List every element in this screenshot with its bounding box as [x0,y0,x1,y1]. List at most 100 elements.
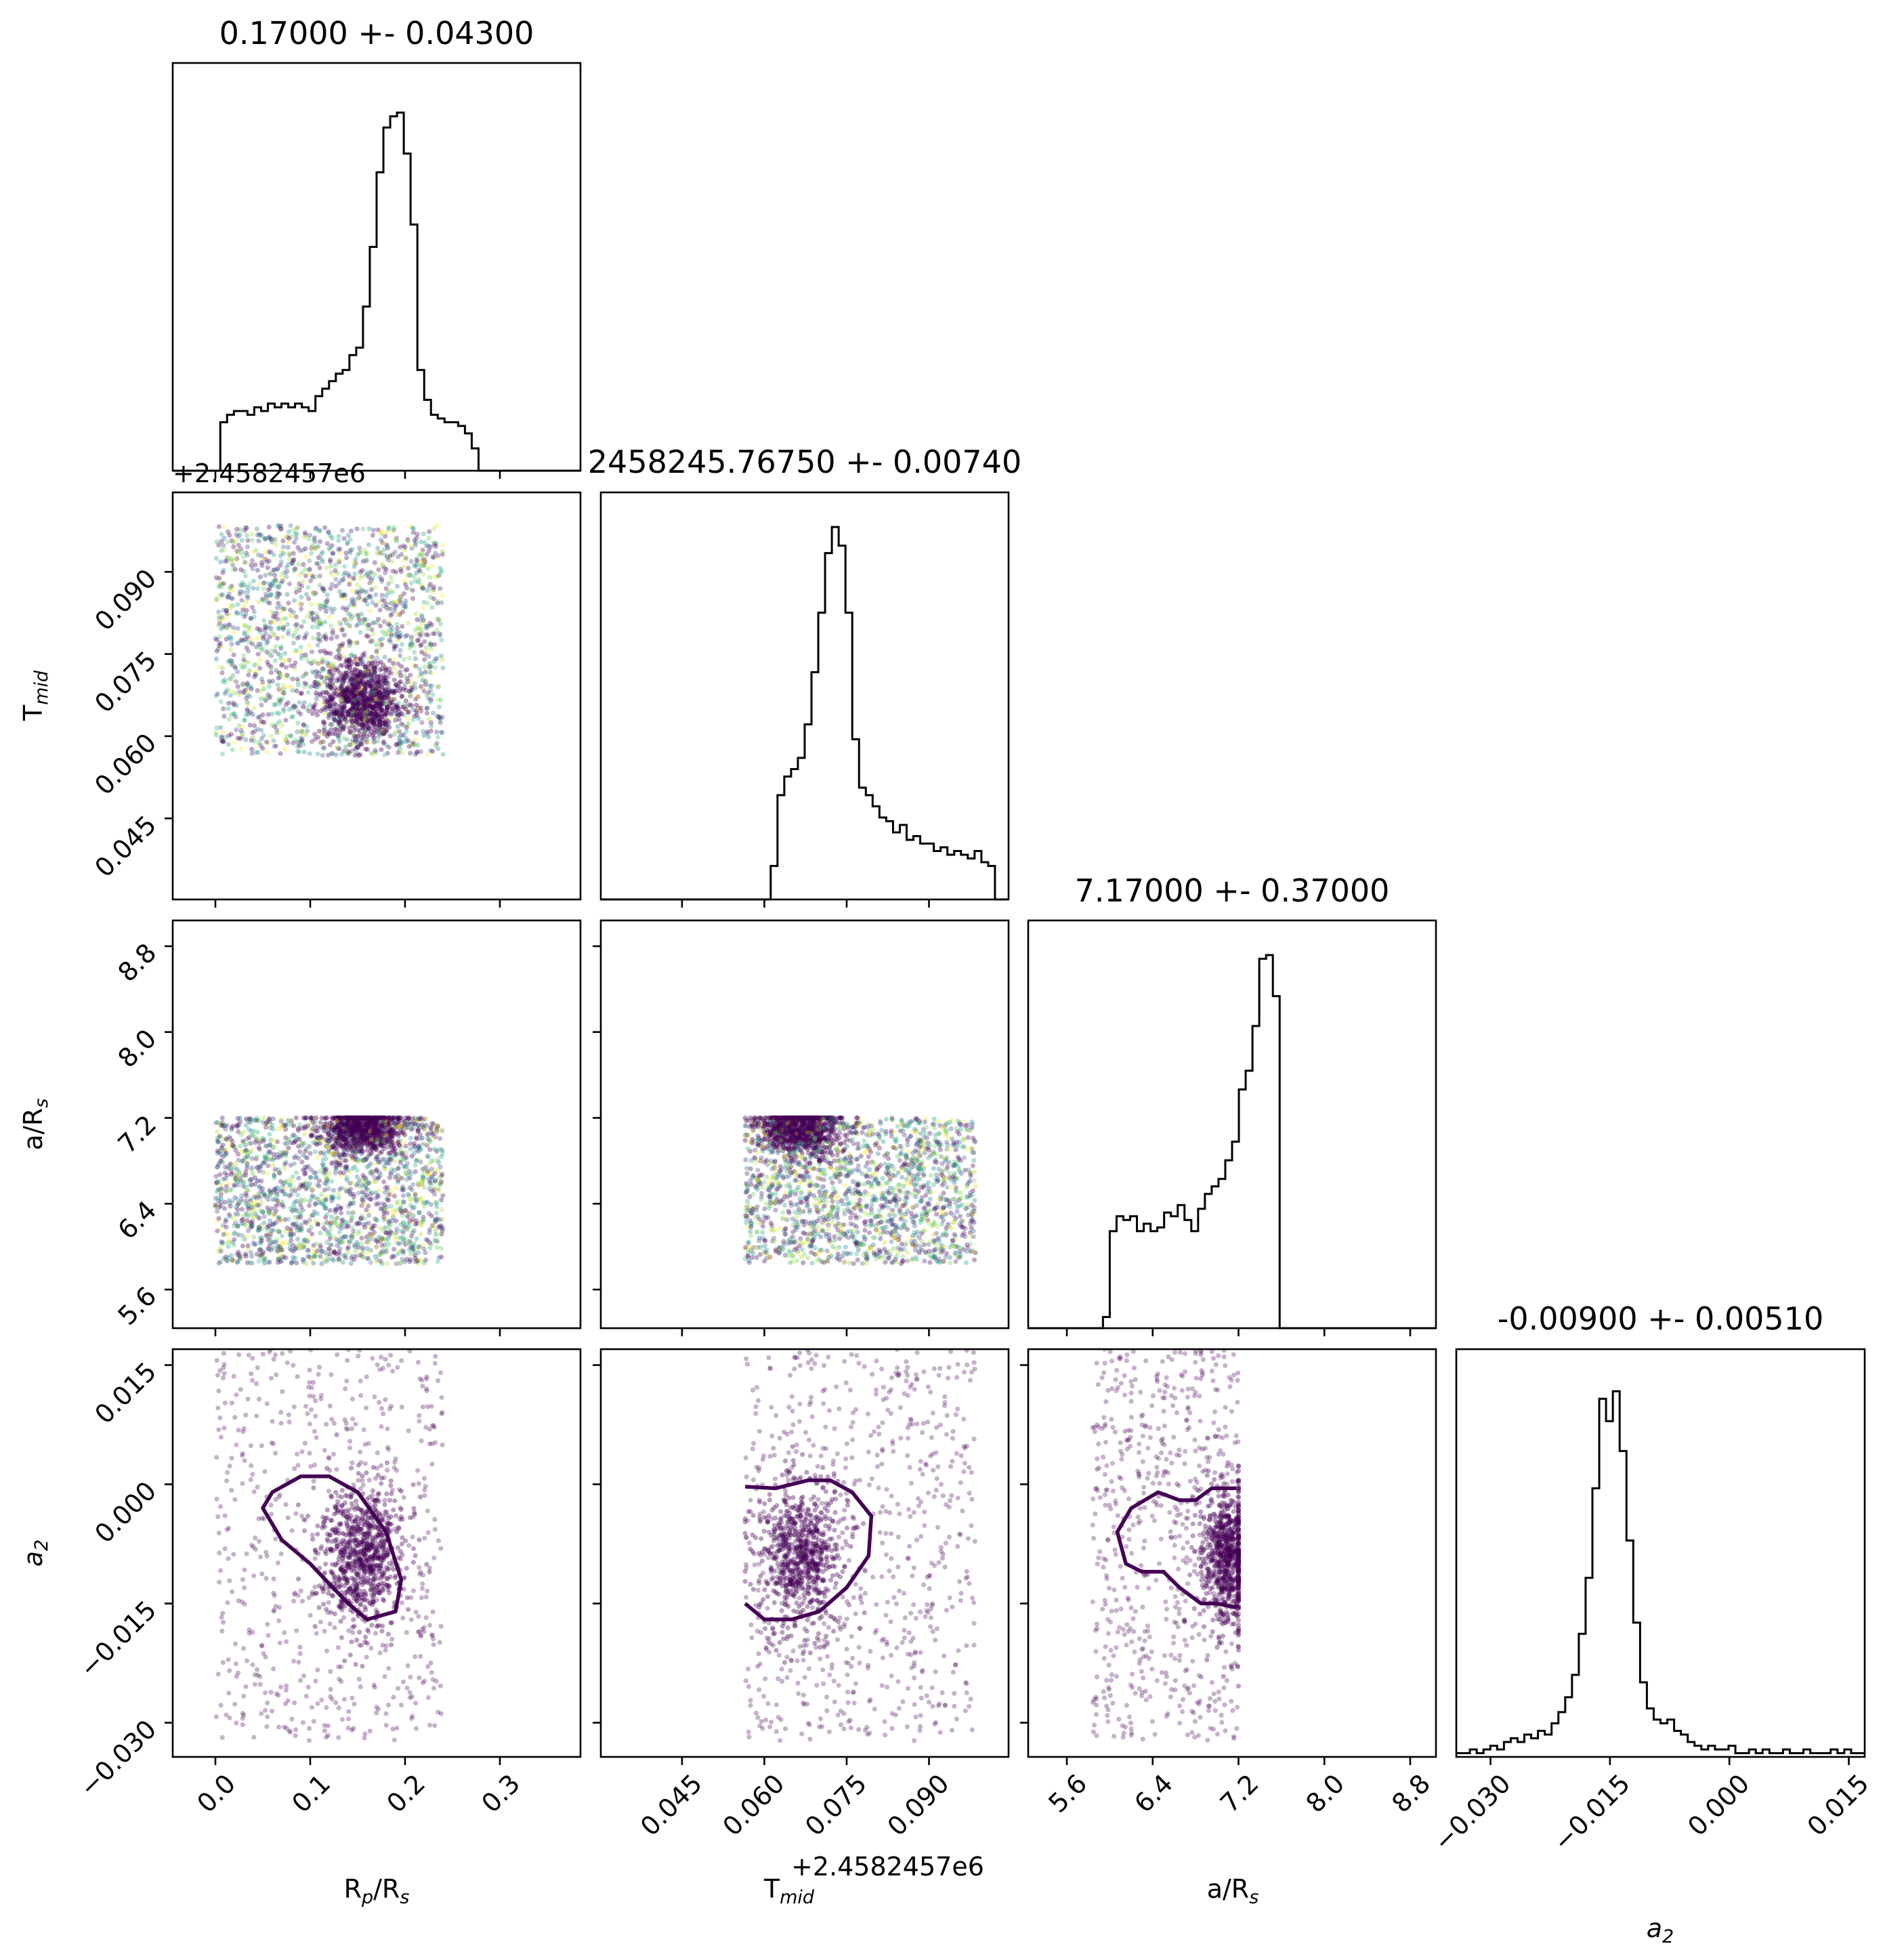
sample-point [337,656,342,662]
sample-point [388,1141,394,1147]
sample-point [387,637,392,643]
sample-point [365,1122,371,1128]
sample-point [351,1210,356,1215]
sample-point [360,1133,366,1139]
sample-point [310,573,316,579]
sample-point [345,751,350,757]
sample-point [429,723,434,729]
sample-point [412,1249,417,1254]
sample-point [334,687,339,694]
sample-point [257,714,262,720]
sample-point [328,557,333,562]
sample-point [318,693,323,698]
sample-point [375,680,381,685]
sample-point [306,708,312,714]
sample-point [378,1250,383,1256]
sample-point [318,557,324,562]
sample-point [229,557,234,563]
sample-point [248,1198,253,1204]
sample-point [361,616,367,622]
sample-point [231,1183,237,1188]
sample-point [350,681,356,687]
sample-point [329,582,335,587]
sample-point [322,1187,328,1193]
sample-point [399,694,404,700]
sample-point [356,712,361,717]
sample-point [281,624,287,630]
sample-point [263,536,268,541]
sample-point [370,532,376,538]
sample-point [301,722,307,728]
sample-point [368,578,374,583]
sample-point [316,1183,322,1189]
sample-point [234,1179,240,1185]
sample-point [410,1182,416,1187]
sample-point [251,1235,257,1240]
sample-point [416,1196,422,1202]
sample-point [383,713,388,718]
sample-point [398,653,403,658]
sample-point [257,574,263,580]
sample-point [368,711,373,717]
sample-point [337,1115,342,1121]
sample-point [332,690,337,696]
sample-point [393,570,399,575]
sample-point [239,682,245,688]
sample-point [242,623,248,629]
sample-point [259,1235,264,1241]
sample-point [228,606,233,612]
sample-point [371,620,376,626]
sample-point [252,674,257,680]
sample-point [419,612,424,618]
sample-point [327,703,333,708]
sample-point [414,561,419,567]
sample-point [408,687,415,693]
sample-point [435,1157,441,1163]
sample-point [376,722,382,727]
sample-point [358,672,364,677]
sample-point [310,575,316,580]
sample-point [364,673,370,678]
sample-point [226,742,231,747]
sample-point [293,1188,298,1193]
sample-point [299,729,305,734]
sample-point [323,1206,329,1211]
sample-point [342,593,347,598]
sample-point [355,691,360,696]
sample-point [361,654,366,659]
sample-point [361,674,366,679]
sample-point [350,692,356,697]
sample-point [383,632,389,637]
sample-point [314,1115,319,1121]
sample-point [331,671,336,677]
sample-point [279,1241,284,1247]
sample-point [276,670,282,675]
sample-point [242,659,248,665]
sample-point [374,1119,380,1124]
sample-point [322,699,328,704]
sample-point [375,545,381,551]
sample-point [362,704,368,710]
sample-point [379,576,385,582]
sample-point [392,643,398,649]
sample-point [339,719,344,724]
sample-point [259,560,264,566]
sample-point [364,668,369,673]
sample-point [362,715,368,720]
sample-point [360,1252,365,1258]
sample-point [389,559,395,564]
sample-point [238,1143,243,1149]
sample-point [368,1197,374,1202]
sample-point [369,704,375,710]
sample-point [373,717,379,722]
sample-point [358,679,363,685]
sample-point [251,614,257,620]
sample-point [377,1115,382,1121]
sample-point [362,689,368,694]
sample-point [363,669,368,675]
sample-point [294,622,299,627]
sample-point [320,656,325,661]
sample-point [343,1140,348,1145]
sample-point [232,664,238,670]
sample-point [340,1137,345,1142]
